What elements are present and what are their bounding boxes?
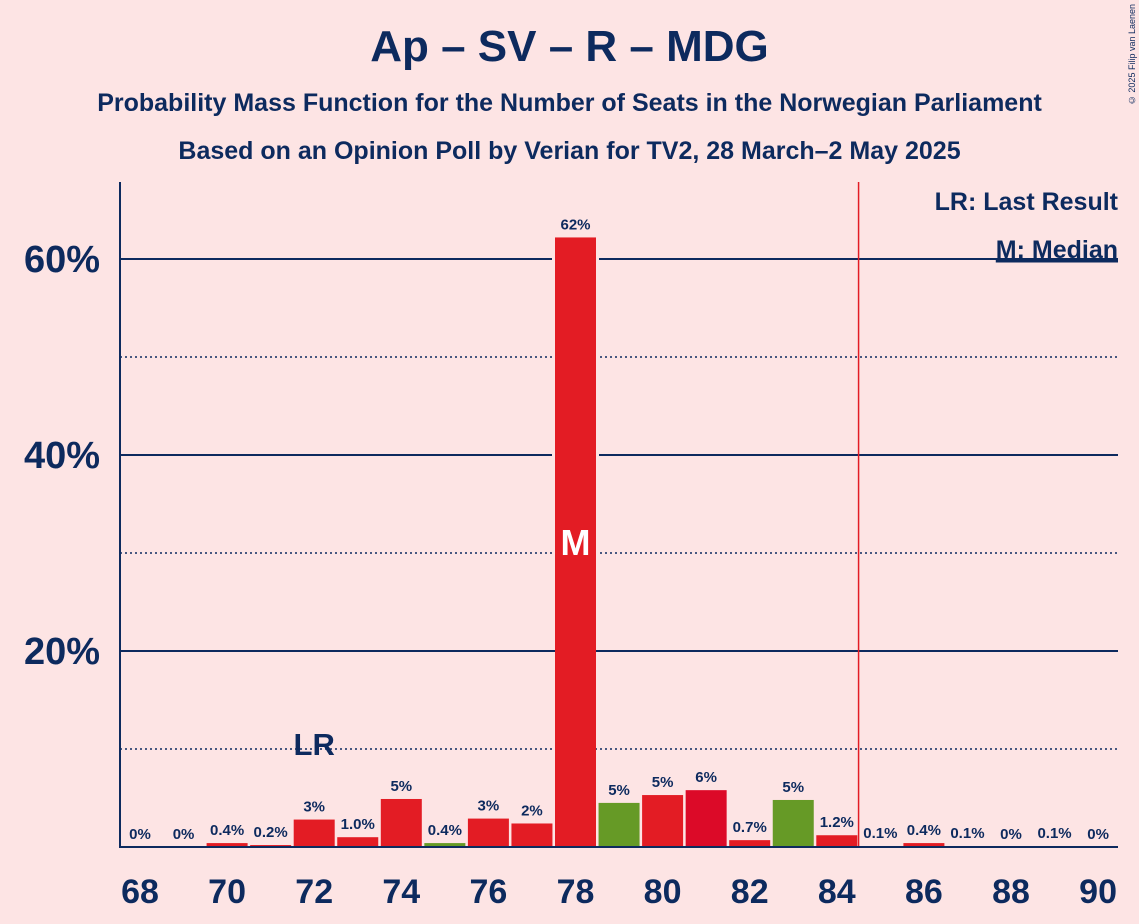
x-tick-label: 74 — [382, 873, 420, 911]
bars — [206, 237, 1076, 847]
chart-source-line: Based on an Opinion Poll by Verian for T… — [178, 137, 961, 165]
y-tick-label: 20% — [24, 631, 100, 673]
bar-seat-78 — [555, 237, 596, 847]
x-tick-label: 88 — [992, 873, 1030, 911]
legend-last-result: LR: Last Result — [935, 188, 1119, 216]
legend-median: M: Median — [996, 236, 1118, 264]
last-result-marker: LR — [294, 727, 335, 762]
x-tick-label: 86 — [905, 873, 943, 911]
bar-value-label: 5% — [608, 782, 630, 799]
bar-value-label: 5% — [390, 778, 412, 795]
bar-value-label: 0% — [1000, 826, 1022, 843]
bar-seat-77 — [511, 823, 553, 847]
bar-seat-74 — [380, 798, 422, 847]
x-tick-label: 72 — [295, 873, 333, 911]
bar-seat-73 — [337, 837, 379, 847]
x-tick-label: 90 — [1079, 873, 1117, 911]
chart-subtitle: Probability Mass Function for the Number… — [97, 89, 1042, 117]
x-tick-label: 68 — [121, 873, 159, 911]
bar-seat-70 — [206, 843, 248, 847]
y-tick-label: 40% — [24, 435, 100, 477]
bar-value-label: 3% — [303, 799, 325, 816]
bar-value-label: 0.1% — [950, 825, 984, 842]
bar-value-label: 0% — [129, 826, 151, 843]
bar-value-label: 6% — [695, 769, 717, 786]
bar-value-label: 2% — [521, 802, 543, 819]
chart-title: Ap – SV – R – MDG — [370, 22, 769, 71]
bar-value-label: 0.4% — [210, 822, 244, 839]
bar-value-label: 0.4% — [907, 822, 941, 839]
bar-seat-84 — [816, 835, 858, 847]
x-tick-label: 70 — [208, 873, 246, 911]
x-tick-label: 80 — [644, 873, 682, 911]
bar-seat-76 — [467, 818, 509, 847]
bar-seat-82 — [729, 840, 771, 847]
bar-value-label: 3% — [478, 798, 500, 815]
x-tick-label: 82 — [731, 873, 769, 911]
bar-seat-80 — [642, 795, 684, 847]
bar-value-label: 0% — [1087, 826, 1109, 843]
x-tick-label: 76 — [469, 873, 507, 911]
bar-value-labels: 0% 0% 0.4% 0.2% 3% 1.0% 5% 0.4% 3% 2% 62% 5% 5% 6% 0.7… — [129, 216, 1109, 843]
bar-seat-83 — [772, 799, 814, 847]
bar-seat-81 — [685, 790, 727, 847]
bar-value-label: 1.0% — [341, 816, 375, 833]
bar-value-label: 0.1% — [1037, 825, 1071, 842]
bar-value-label: 0% — [173, 826, 195, 843]
bar-value-label: 0.1% — [863, 825, 897, 842]
bar-seat-75 — [424, 843, 466, 847]
gridline-gap — [552, 237, 555, 647]
bar-seat-86 — [903, 843, 945, 847]
x-tick-label: 84 — [818, 873, 856, 911]
bar-value-label: 5% — [652, 774, 674, 791]
x-tick-label: 78 — [557, 873, 595, 911]
bar-value-label: 1.2% — [820, 814, 854, 831]
bar-value-label: 62% — [560, 216, 590, 233]
bar-value-label: 0.2% — [254, 824, 288, 841]
bar-value-label: 0.7% — [733, 819, 767, 836]
axes: 20% 40% 60% 68 70 72 74 76 78 80 82 84 86 88 90 — [24, 182, 1118, 911]
bar-seat-72 — [293, 819, 335, 847]
bar-seat-79 — [598, 802, 640, 847]
y-tick-label: 60% — [24, 239, 100, 281]
gridlines — [120, 237, 1118, 750]
median-marker: M — [561, 522, 591, 563]
bar-value-label: 0.4% — [428, 822, 462, 839]
bar-value-label: 5% — [782, 779, 804, 796]
gridline-gap — [596, 237, 599, 647]
